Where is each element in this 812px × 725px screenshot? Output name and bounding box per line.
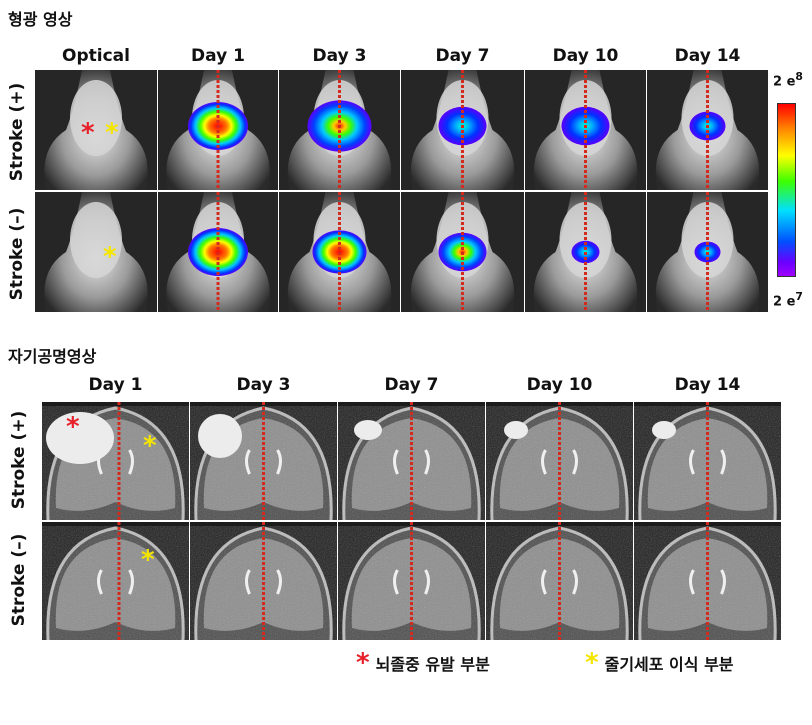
mri-panel-r1-c1 [42,402,189,520]
fluo-col-day1: Day 1 [191,46,245,66]
legend-stem-cell-label: 줄기세포 이식 부분 [604,655,734,674]
fluo-panel-r2-c6 [647,192,768,312]
fluo-panel-r1-c5 [525,70,646,190]
ventricle [393,569,399,595]
mri-row-stroke-plus: Stroke (+) [9,410,29,510]
fluo-panel-r2-c1 [35,192,157,312]
mri-col-day10: Day 10 [526,375,593,395]
stroke-lesion [354,420,382,440]
mri-col-day7: Day 7 [384,375,439,395]
mouse-head [70,202,122,278]
red-star-icon: * [356,648,370,678]
optical-stemcell-star-icon-2: * [103,242,117,272]
ventricle [245,449,251,475]
stroke-lesion [504,421,528,439]
fluo-panel-r1-c4 [401,70,524,190]
fluo-row-stroke-minus: Stroke (–) [7,207,27,301]
legend-stroke-label: 뇌졸중 유발 부분 [375,655,490,674]
ventricle [128,449,134,475]
ventricle [689,569,695,595]
ventricle [393,449,399,475]
ventricle [541,449,547,475]
mri-row-stroke-minus: Stroke (–) [9,533,29,627]
optical-stroke-star-icon: * [81,118,95,148]
mri-panel-r2-c3 [338,522,485,640]
mri-section-title: 자기공명영상 [8,347,97,366]
fluo-panel-r2-c2 [158,192,278,312]
mri-panel-r1-c2 [190,402,337,520]
mri-col-day1: Day 1 [88,375,143,395]
ventricle [572,569,578,595]
fluo-panel-r1-c2 [158,70,278,190]
mri-stemcell-star-icon-2: * [141,545,155,575]
scale-max-label: 2 e8 [773,70,803,90]
ventricle [572,449,578,475]
ventricle [541,569,547,595]
fluo-panel-r1-c3 [279,70,400,190]
mri-col-day3: Day 3 [236,375,291,395]
fluo-col-day10: Day 10 [552,46,619,66]
fluo-col-optical: Optical [62,46,130,66]
mri-panel-r1-c4 [486,402,633,520]
fluo-panel-r2-c5 [525,192,646,312]
ventricle [276,569,282,595]
fluo-col-day14: Day 14 [674,46,741,66]
legend-stem-cell: * 줄기세포 이식 부분 [585,650,734,676]
fluo-col-day3: Day 3 [312,46,367,66]
ventricle [689,449,695,475]
optical-stemcell-star-icon: * [105,118,119,148]
stroke-lesion [652,421,676,439]
image-noise [52,536,179,634]
mouse-head [70,80,122,156]
stroke-lesion [46,412,114,464]
scale-min-label: 2 e7 [773,290,803,310]
mri-stroke-star-icon: * [66,412,80,442]
ventricle [720,449,726,475]
mri-panel-r1-c5 [634,402,781,520]
legend-stroke-induced: * 뇌졸중 유발 부분 [356,650,490,676]
fluorescence-section-title: 형광 영상 [8,10,73,29]
fluo-panel-r1-c1 [35,70,157,190]
ventricle [97,569,103,595]
mri-panel-r2-c5 [634,522,781,640]
ventricle [424,449,430,475]
mri-stemcell-star-icon: * [143,431,157,461]
fluo-row-stroke-plus: Stroke (+) [7,82,27,182]
color-scale-bar [777,103,796,277]
mri-panel-r1-c3 [338,402,485,520]
ventricle [424,569,430,595]
mri-panel-r2-c2 [190,522,337,640]
fluo-panel-r2-c3 [279,192,400,312]
ventricle [276,449,282,475]
ventricle [128,569,134,595]
mri-panel-r2-c4 [486,522,633,640]
mri-panel-r2-c1 [42,522,189,640]
stroke-lesion [198,414,242,458]
fluo-panel-r2-c4 [401,192,524,312]
ventricle [720,569,726,595]
fluo-panel-r1-c6 [647,70,768,190]
yellow-star-icon: * [585,648,599,678]
fluo-col-day7: Day 7 [435,46,490,66]
mri-col-day14: Day 14 [674,375,741,395]
ventricle [245,569,251,595]
